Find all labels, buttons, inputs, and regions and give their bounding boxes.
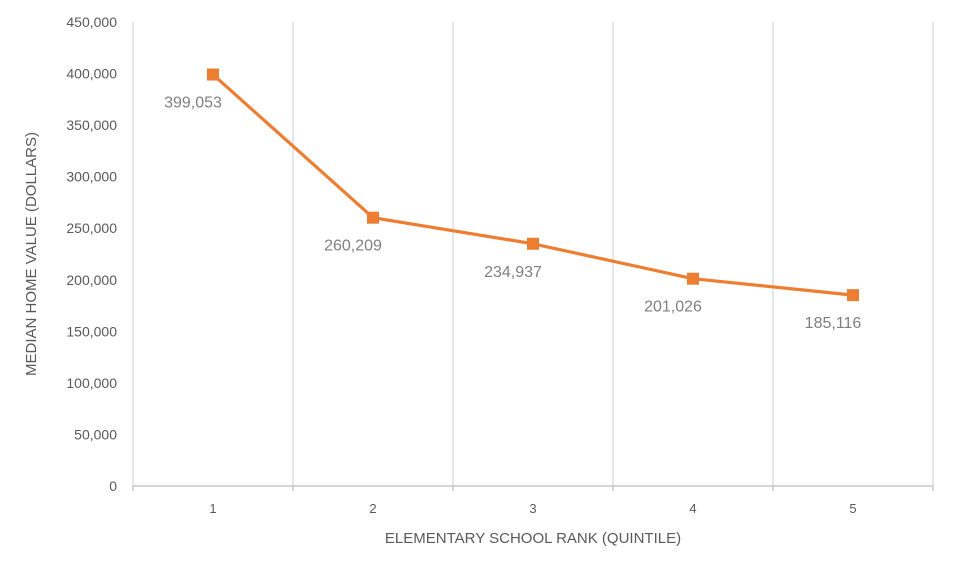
data-point-marker: [527, 237, 539, 250]
y-tick-label: 150,000: [66, 323, 117, 339]
y-tick-label: 0: [109, 478, 117, 494]
data-label: 201,026: [644, 299, 702, 316]
x-tick-label: 1: [209, 501, 216, 516]
y-tick-label: 200,000: [66, 272, 117, 288]
data-point-marker: [367, 211, 379, 224]
data-label: 399,053: [164, 95, 222, 112]
y-tick-label: 450,000: [66, 14, 117, 30]
grid-lines: [132, 22, 934, 486]
data-point-marker: [847, 289, 859, 302]
x-tick-label: 2: [369, 501, 376, 516]
x-axis-title: ELEMENTARY SCHOOL RANK (QUINTILE): [385, 530, 681, 547]
data-labels-group: 399,053 260,209 234,937 201,026 185,116: [164, 95, 861, 333]
x-tick-label: 5: [849, 501, 856, 516]
data-label: 260,209: [324, 238, 382, 255]
data-label: 234,937: [484, 264, 542, 281]
y-tick-label: 50,000: [74, 426, 117, 442]
y-tick-label: 100,000: [66, 375, 117, 391]
x-tick-label: 4: [689, 501, 696, 516]
series-line: [211, 73, 854, 297]
data-point-marker: [207, 68, 219, 81]
x-tick-labels: 1 2 3 4 5: [209, 501, 856, 516]
x-tick-label: 3: [529, 501, 536, 516]
series-group: [207, 68, 859, 302]
y-tick-label: 250,000: [66, 220, 117, 236]
y-tick-labels: 0 50,000 100,000 150,000 200,000 250,000 300,0…: [66, 14, 117, 494]
y-tick-label: 350,000: [66, 117, 117, 133]
y-tick-label: 400,000: [66, 66, 117, 82]
axes: [132, 485, 934, 491]
y-tick-label: 300,000: [66, 169, 117, 185]
data-point-marker: [687, 272, 699, 285]
y-axis-title: MEDIAN HOME VALUE (DOLLARS): [23, 132, 40, 376]
data-label: 185,116: [805, 315, 862, 332]
